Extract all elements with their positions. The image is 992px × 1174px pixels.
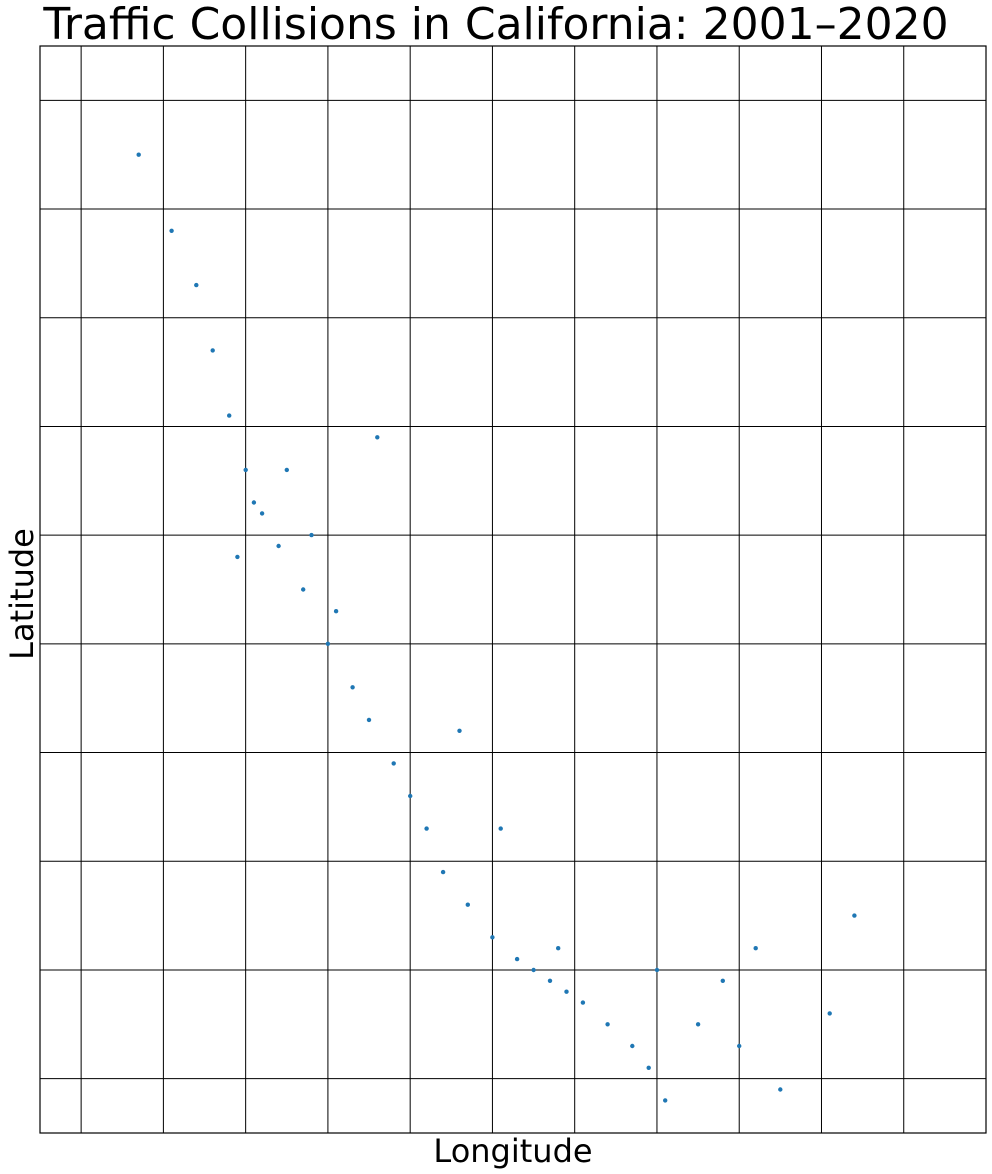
collision-point [720, 978, 725, 983]
collision-point [391, 761, 396, 766]
collision-point [325, 641, 331, 646]
collision-point [547, 978, 553, 983]
collision-point [580, 1000, 586, 1005]
scatter-points [136, 152, 857, 1103]
collision-point [259, 511, 265, 516]
collision-point [498, 826, 503, 831]
collision-point [605, 1022, 610, 1027]
collision-point [646, 1065, 651, 1071]
collision-point [695, 1022, 701, 1027]
collision-point [457, 728, 462, 733]
collision-point [227, 413, 232, 418]
collision-point [136, 152, 141, 157]
collision-point [827, 1011, 832, 1016]
collision-point [210, 348, 215, 353]
plot-frame [39, 45, 987, 1134]
collision-point [235, 554, 240, 560]
collision-point [465, 902, 470, 907]
collision-point [194, 282, 199, 288]
collision-point [284, 467, 289, 473]
collision-point [490, 935, 495, 940]
collision-point [531, 967, 536, 973]
collision-point [251, 500, 257, 505]
collision-point [309, 532, 314, 538]
collision-point [276, 543, 281, 549]
collision-point [564, 989, 569, 994]
y-axis-label: Latitude [3, 528, 41, 660]
collision-point [169, 228, 174, 233]
collision-point [630, 1043, 635, 1049]
collision-point [778, 1087, 783, 1092]
collision-point [852, 913, 857, 918]
collision-point [424, 826, 429, 831]
collision-point [243, 467, 248, 473]
collision-point [654, 967, 660, 973]
collision-point [408, 793, 413, 799]
collision-point [333, 609, 339, 614]
collision-point [556, 946, 561, 951]
collision-point [375, 435, 380, 440]
collision-point [301, 587, 306, 592]
collision-point [440, 869, 446, 875]
collision-point [350, 685, 355, 690]
grid-lines [40, 46, 986, 1133]
x-axis-label: Longitude [433, 1132, 593, 1170]
chart-title: Traffic Collisions in California: 2001–2… [43, 0, 949, 50]
collision-point [663, 1098, 668, 1103]
collision-point [366, 717, 372, 723]
collision-point [753, 946, 758, 951]
collision-point [737, 1043, 742, 1049]
collision-point [514, 956, 520, 962]
